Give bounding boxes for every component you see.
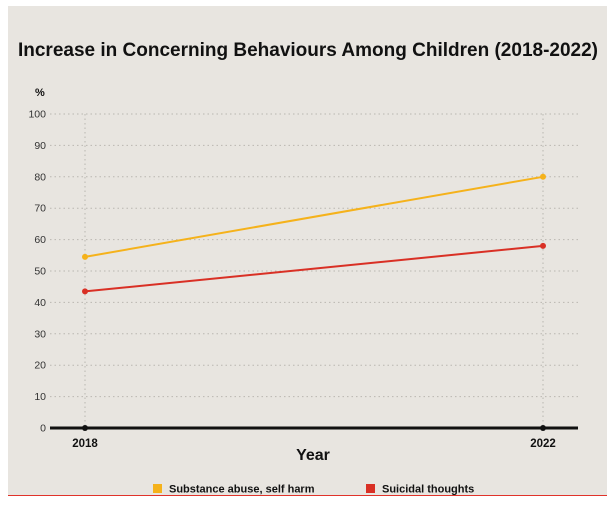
y-axis-ticks: 0 10 20 30 40 50 60 70 80 90 100 — [28, 109, 46, 435]
legend-label-1: Suicidal thoughts — [382, 484, 474, 496]
chart-title: Increase in Concerning Behaviours Among … — [18, 40, 598, 61]
data-point-1-2018 — [82, 288, 88, 295]
data-point-0-2022 — [540, 173, 546, 180]
gridlines — [50, 113, 578, 428]
x-tick-marker-2018 — [82, 425, 88, 431]
legend: Substance abuse, self harm Suicidal thoug… — [153, 484, 474, 496]
y-tick-label-70: 70 — [34, 203, 46, 215]
y-tick-label-50: 50 — [34, 266, 46, 278]
y-tick-label-10: 10 — [34, 391, 46, 403]
y-tick-label-20: 20 — [34, 360, 46, 372]
y-tick-label-100: 100 — [28, 109, 46, 121]
legend-label-0: Substance abuse, self harm — [169, 484, 315, 496]
legend-swatch-1 — [366, 484, 375, 493]
y-tick-label-80: 80 — [34, 171, 46, 183]
legend-swatch-0 — [153, 484, 162, 493]
series-line-1 — [84, 244, 544, 293]
y-axis-unit-label: % — [35, 87, 45, 99]
series-line-0 — [84, 175, 544, 258]
y-tick-label-40: 40 — [34, 297, 46, 309]
x-tick-label-2022: 2022 — [530, 438, 556, 450]
x-tick-marker-2022 — [540, 425, 546, 431]
y-tick-label-0: 0 — [40, 423, 46, 435]
x-axis-label: Year — [296, 447, 330, 464]
x-axis-ticks: 2018 2022 — [72, 425, 556, 450]
y-tick-label-90: 90 — [34, 140, 46, 152]
data-point-0-2018 — [82, 253, 88, 260]
chart-card — [8, 6, 607, 496]
y-tick-label-30: 30 — [34, 328, 46, 340]
x-tick-label-2018: 2018 — [72, 438, 98, 450]
series-group — [82, 173, 546, 295]
data-point-1-2022 — [540, 242, 546, 249]
y-tick-label-60: 60 — [34, 234, 46, 246]
